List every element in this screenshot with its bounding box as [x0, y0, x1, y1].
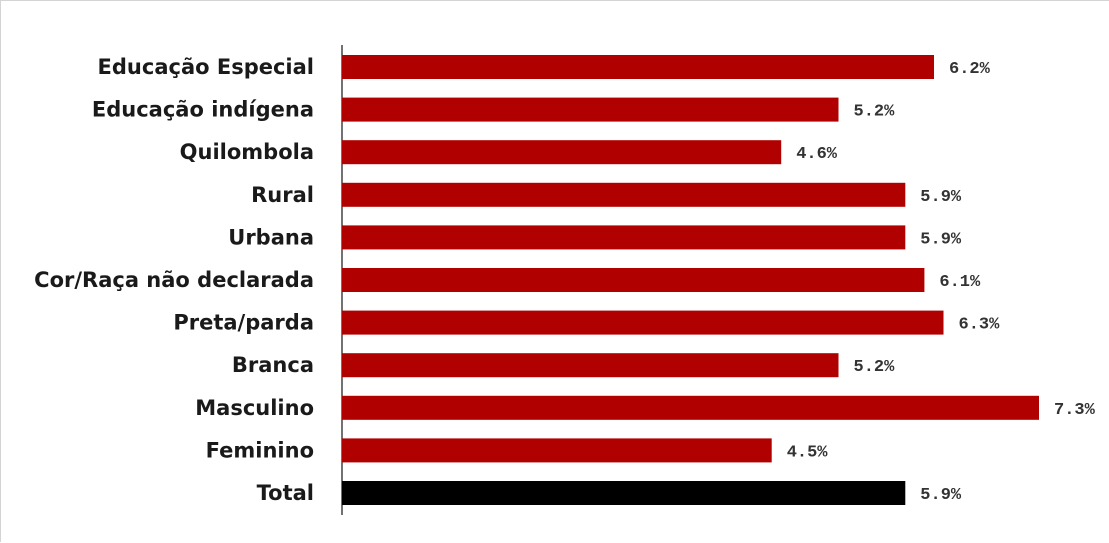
category-label-masculino: Masculino: [195, 396, 314, 420]
value-label-preta-parda: 6.3%: [959, 316, 1001, 335]
category-label-educacao-especial: Educação Especial: [98, 55, 314, 79]
category-label-preta-parda: Preta/parda: [173, 311, 314, 335]
bar-educacao-especial: [342, 55, 934, 79]
value-label-educacao-especial: 6.2%: [949, 60, 991, 79]
bar-cor-raca-nao-declarada: [342, 268, 925, 292]
value-label-total: 5.9%: [920, 486, 962, 505]
category-label-branca: Branca: [232, 353, 314, 377]
value-label-feminino: 4.5%: [787, 443, 829, 462]
bar-urbana: [342, 225, 906, 250]
category-label-educacao-indigena: Educação indígena: [92, 98, 314, 122]
bar-preta-parda: [342, 310, 944, 335]
bar-feminino: [342, 438, 772, 463]
value-label-educacao-indigena: 5.2%: [854, 103, 896, 122]
value-label-urbana: 5.9%: [920, 230, 962, 249]
value-label-branca: 5.2%: [854, 358, 896, 377]
value-label-cor-raca-nao-declarada: 6.1%: [939, 273, 981, 292]
category-labels-group: Educação Especial Educação indígena Quilom…: [34, 55, 314, 505]
bar-rural: [342, 182, 906, 207]
bar-total: [342, 481, 906, 505]
value-label-masculino: 7.3%: [1054, 401, 1096, 420]
bar-branca: [342, 353, 839, 378]
category-label-cor-raca-nao-declarada: Cor/Raça não declarada: [34, 268, 314, 292]
category-label-feminino: Feminino: [206, 438, 314, 462]
value-labels-group: 6.2% 5.2% 4.6% 5.9% 5.9% 6.1% 6.3% 5.2% 7.3% 4.5%…: [787, 60, 1096, 505]
category-label-urbana: Urbana: [228, 225, 314, 249]
value-label-rural: 5.9%: [920, 188, 962, 207]
bar-quilombola: [342, 140, 782, 165]
bar-educacao-indigena: [342, 97, 839, 122]
category-label-total: Total: [257, 481, 314, 505]
category-label-quilombola: Quilombola: [180, 140, 314, 164]
category-label-rural: Rural: [251, 183, 314, 207]
bar-masculino: [342, 395, 1039, 420]
value-label-quilombola: 4.6%: [796, 145, 838, 164]
bars-group: [342, 55, 1039, 505]
